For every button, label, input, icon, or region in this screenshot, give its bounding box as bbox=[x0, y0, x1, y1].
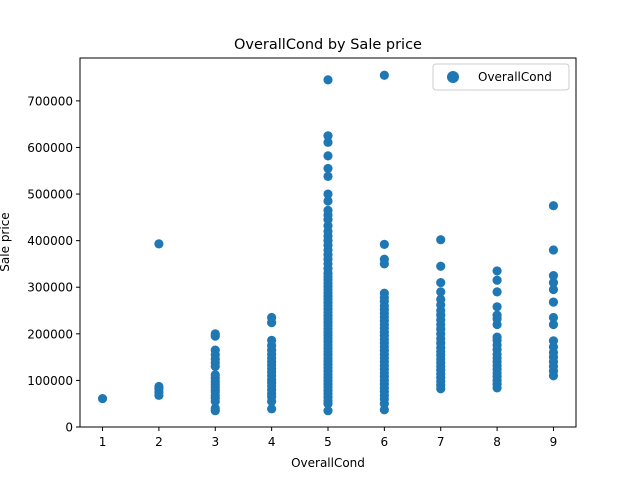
data-point bbox=[154, 381, 164, 392]
legend-marker bbox=[447, 71, 459, 83]
data-point bbox=[323, 151, 333, 161]
data-point bbox=[267, 404, 277, 414]
data-point bbox=[323, 163, 333, 174]
data-point bbox=[548, 201, 559, 211]
data-point bbox=[548, 312, 559, 323]
x-tick-label: 5 bbox=[324, 435, 332, 449]
data-point bbox=[323, 131, 333, 141]
data-point bbox=[379, 254, 389, 264]
data-point bbox=[548, 336, 559, 346]
y-tick-label: 200000 bbox=[27, 327, 73, 341]
data-point bbox=[436, 261, 446, 271]
x-tick-label: 2 bbox=[155, 435, 163, 449]
data-point bbox=[97, 393, 108, 404]
data-points bbox=[97, 70, 559, 416]
data-point bbox=[210, 345, 220, 355]
data-point bbox=[323, 189, 333, 199]
y-tick-label: 500000 bbox=[27, 188, 73, 202]
data-point bbox=[379, 70, 389, 80]
data-point bbox=[436, 287, 446, 297]
data-point bbox=[267, 312, 277, 323]
x-tick-label: 8 bbox=[493, 435, 501, 449]
y-axis-label: Sale price bbox=[0, 212, 12, 271]
data-point bbox=[492, 287, 502, 297]
data-point bbox=[492, 266, 502, 276]
data-point bbox=[548, 245, 559, 255]
data-point bbox=[323, 171, 333, 181]
data-point bbox=[323, 205, 333, 215]
y-tick-label: 600000 bbox=[27, 141, 73, 155]
data-point bbox=[267, 335, 277, 345]
x-axis-ticks: 1 2 3 4 5 6 7 8 9 bbox=[99, 427, 558, 449]
y-tick-label: 300000 bbox=[27, 281, 73, 295]
legend-box bbox=[432, 63, 570, 91]
data-point bbox=[492, 310, 502, 320]
y-tick-label: 100000 bbox=[27, 374, 73, 388]
legend-label: OverallCond bbox=[478, 70, 552, 84]
data-point bbox=[323, 75, 333, 85]
x-tick-label: 3 bbox=[211, 435, 219, 449]
x-tick-label: 4 bbox=[268, 435, 276, 449]
y-tick-label: 400000 bbox=[27, 234, 73, 248]
y-tick-label: 0 bbox=[65, 421, 73, 435]
data-point bbox=[548, 270, 559, 281]
data-point bbox=[379, 288, 389, 298]
data-point bbox=[210, 329, 220, 339]
data-point bbox=[548, 277, 559, 288]
data-point bbox=[323, 196, 333, 206]
y-axis-ticks: 0 100000 200000 300000 400000 500000 600000 700… bbox=[27, 94, 80, 435]
data-point bbox=[323, 137, 333, 147]
data-point bbox=[323, 406, 333, 416]
data-point bbox=[436, 277, 446, 288]
data-point bbox=[548, 297, 559, 307]
legend: OverallCond bbox=[432, 63, 570, 91]
data-point bbox=[436, 235, 446, 245]
x-tick-label: 6 bbox=[381, 435, 389, 449]
data-point bbox=[154, 239, 164, 249]
x-axis-label: OverallCond bbox=[291, 456, 365, 470]
data-point bbox=[548, 284, 559, 295]
chart-title: OverallCond by Sale price bbox=[234, 37, 422, 53]
data-point bbox=[379, 239, 389, 249]
y-tick-label: 700000 bbox=[27, 94, 73, 108]
data-point bbox=[436, 294, 446, 304]
x-tick-label: 1 bbox=[99, 435, 107, 449]
data-point bbox=[548, 319, 559, 330]
data-point bbox=[492, 332, 502, 342]
data-point bbox=[210, 403, 220, 413]
x-tick-label: 9 bbox=[550, 435, 558, 449]
data-point bbox=[210, 370, 220, 380]
x-tick-label: 7 bbox=[437, 435, 445, 449]
data-point bbox=[492, 302, 502, 312]
data-point bbox=[492, 275, 502, 285]
